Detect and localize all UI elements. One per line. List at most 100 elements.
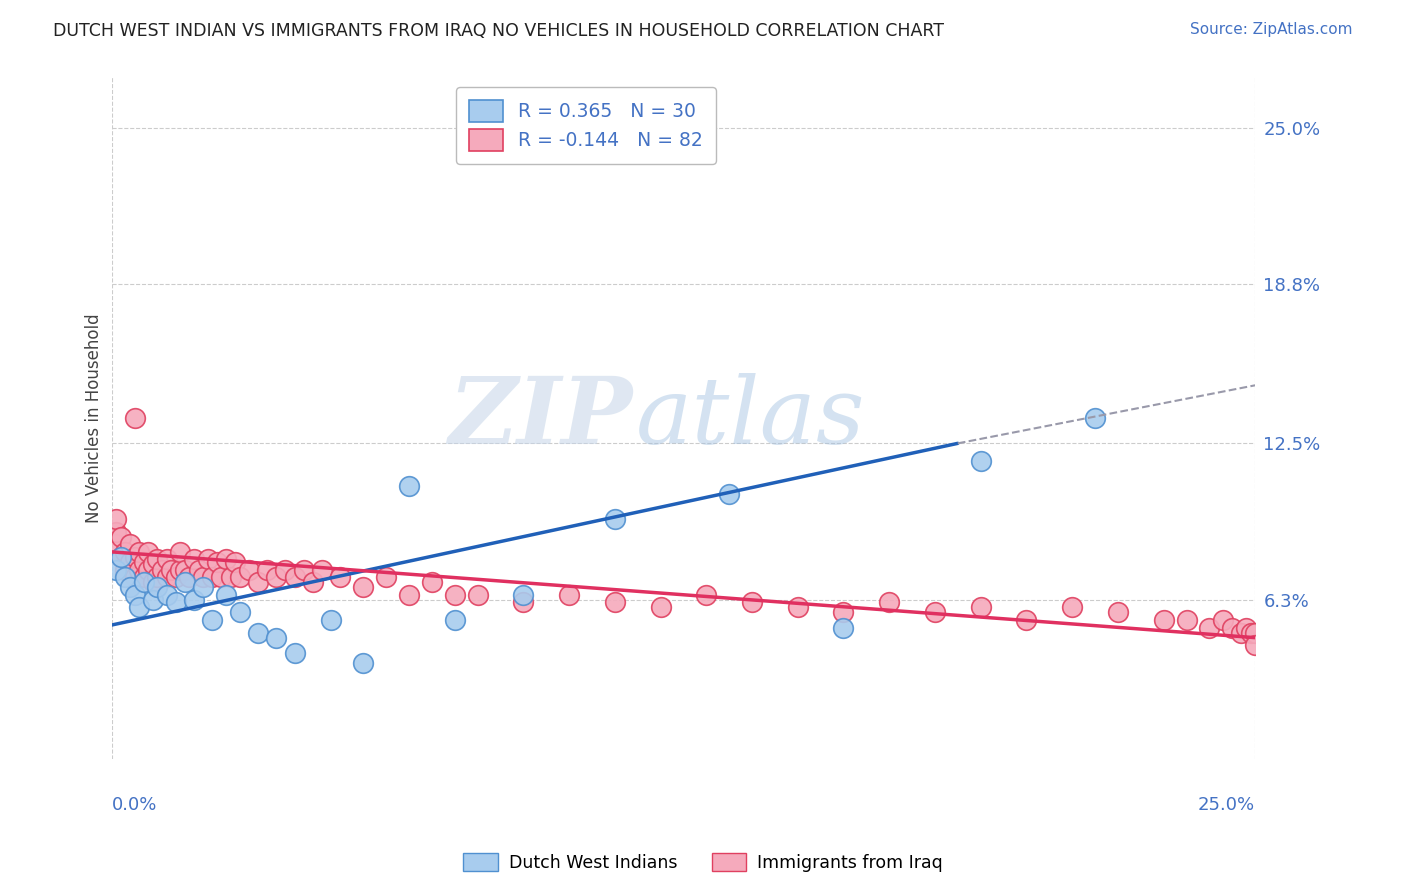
Point <box>105 524 128 539</box>
Point <box>155 588 177 602</box>
Point <box>1244 625 1267 640</box>
Legend: Dutch West Indians, Immigrants from Iraq: Dutch West Indians, Immigrants from Iraq <box>457 847 949 879</box>
Point <box>292 562 315 576</box>
Point <box>1062 600 1084 615</box>
Point <box>246 575 269 590</box>
Point <box>603 595 626 609</box>
Point <box>169 562 191 576</box>
Point <box>467 588 489 602</box>
Point <box>832 621 855 635</box>
Point <box>786 600 808 615</box>
Point <box>132 575 155 590</box>
Point <box>266 570 288 584</box>
Point <box>718 487 741 501</box>
Legend: R = 0.365   N = 30, R = -0.144   N = 82: R = 0.365 N = 30, R = -0.144 N = 82 <box>457 87 716 164</box>
Point <box>197 552 219 566</box>
Point <box>142 558 165 572</box>
Point <box>201 613 224 627</box>
Point <box>169 545 191 559</box>
Point <box>136 562 159 576</box>
Point <box>187 562 209 576</box>
Point <box>110 549 132 564</box>
Point <box>173 562 195 576</box>
Point <box>118 537 141 551</box>
Point <box>284 646 307 660</box>
Point <box>215 588 238 602</box>
Point <box>1015 613 1038 627</box>
Point <box>146 580 169 594</box>
Point <box>266 631 288 645</box>
Point <box>201 570 224 584</box>
Point <box>209 570 232 584</box>
Text: 0.0%: 0.0% <box>111 797 157 814</box>
Point <box>105 537 128 551</box>
Point <box>1230 625 1253 640</box>
Point <box>1239 625 1261 640</box>
Point <box>136 545 159 559</box>
Point <box>1107 606 1129 620</box>
Point <box>603 512 626 526</box>
Point <box>128 600 150 615</box>
Point <box>1153 613 1175 627</box>
Point <box>969 454 991 468</box>
Y-axis label: No Vehicles in Household: No Vehicles in Household <box>86 313 103 523</box>
Point <box>1234 621 1257 635</box>
Point <box>114 570 136 584</box>
Point <box>1212 613 1234 627</box>
Point <box>124 588 146 602</box>
Point <box>191 580 214 594</box>
Point <box>398 479 420 493</box>
Text: 25.0%: 25.0% <box>1198 797 1256 814</box>
Point <box>420 575 443 590</box>
Point <box>191 570 214 584</box>
Point <box>1084 411 1107 425</box>
Point <box>114 545 136 559</box>
Point <box>183 552 205 566</box>
Text: DUTCH WEST INDIAN VS IMMIGRANTS FROM IRAQ NO VEHICLES IN HOUSEHOLD CORRELATION C: DUTCH WEST INDIAN VS IMMIGRANTS FROM IRA… <box>53 22 945 40</box>
Point <box>741 595 763 609</box>
Point <box>924 606 946 620</box>
Point <box>146 552 169 566</box>
Point <box>877 595 900 609</box>
Point <box>165 570 187 584</box>
Point <box>650 600 672 615</box>
Point <box>1198 621 1220 635</box>
Point <box>105 562 128 576</box>
Point <box>375 570 398 584</box>
Point <box>105 512 128 526</box>
Point <box>274 562 297 576</box>
Point <box>132 555 155 569</box>
Point <box>132 570 155 584</box>
Point <box>215 552 238 566</box>
Point <box>205 555 228 569</box>
Point <box>512 595 534 609</box>
Point <box>114 562 136 576</box>
Point <box>155 552 177 566</box>
Point <box>124 570 146 584</box>
Point <box>329 570 352 584</box>
Point <box>284 570 307 584</box>
Point <box>183 592 205 607</box>
Point <box>146 570 169 584</box>
Point <box>969 600 991 615</box>
Point <box>238 562 260 576</box>
Point <box>128 545 150 559</box>
Point <box>321 613 343 627</box>
Point <box>558 588 581 602</box>
Point <box>110 549 132 564</box>
Point <box>443 613 465 627</box>
Point <box>128 562 150 576</box>
Point <box>302 575 325 590</box>
Text: Source: ZipAtlas.com: Source: ZipAtlas.com <box>1189 22 1353 37</box>
Point <box>118 555 141 569</box>
Point <box>110 530 132 544</box>
Point <box>142 575 165 590</box>
Point <box>832 606 855 620</box>
Point <box>118 580 141 594</box>
Point <box>219 570 242 584</box>
Point <box>311 562 333 576</box>
Point <box>160 562 183 576</box>
Point <box>443 588 465 602</box>
Point <box>398 588 420 602</box>
Point <box>155 570 177 584</box>
